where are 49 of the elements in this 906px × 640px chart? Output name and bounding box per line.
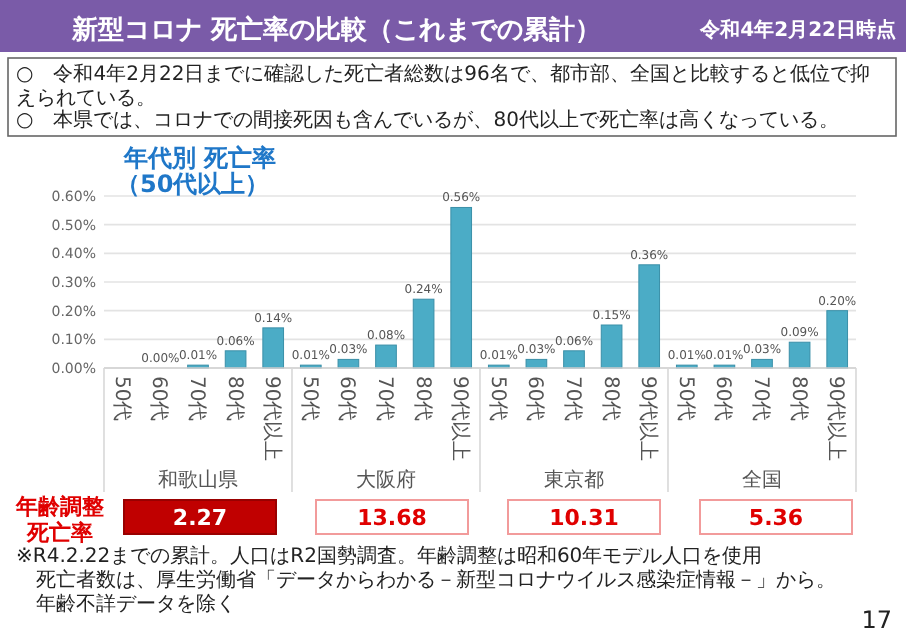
x-tick-label: 80代 xyxy=(222,376,245,422)
text: 10.31 xyxy=(549,505,619,531)
x-tick-label: 50代 xyxy=(297,376,320,422)
bar xyxy=(563,350,585,369)
text: 年代別 死亡率 xyxy=(122,144,277,172)
text: 2.27 xyxy=(172,505,228,531)
text: 17 xyxy=(861,606,892,634)
bar xyxy=(224,350,247,369)
annotation: （50代以上） xyxy=(116,170,270,198)
bar xyxy=(638,264,661,369)
text: 東京都 xyxy=(544,468,604,492)
x-tick-label: 70代 xyxy=(373,376,395,422)
text: ○ 本県では、コロナでの間接死因も含んでいるが、80代以上で死亡率は高くなっている。 xyxy=(16,110,841,133)
text: ○ 令和4年2月22日までに確認した死亡者総数は96名で、都市部、全国と比較すると低位で抑えられている。 xyxy=(16,64,872,109)
bar xyxy=(450,206,473,369)
text: 年齢調整 xyxy=(14,494,106,520)
x-tick-label: 90代以上 xyxy=(824,376,849,462)
bar xyxy=(262,327,285,369)
x-tick-label: 60代 xyxy=(147,376,170,422)
x-tick-label: 90代以上 xyxy=(260,376,285,462)
text: 13.68 xyxy=(357,505,427,531)
x-tick-label: 80代 xyxy=(598,376,621,422)
x-tick-label: 90代以上 xyxy=(636,376,661,462)
x-tick-label: 50代 xyxy=(673,376,696,422)
x-tick-label: 60代 xyxy=(523,376,546,422)
text: 5.36 xyxy=(748,505,804,531)
bar xyxy=(788,341,811,369)
text: 和歌山県 xyxy=(158,468,238,492)
x-tick-label: 70代 xyxy=(749,376,771,422)
bar xyxy=(826,310,849,369)
x-tick-label: 60代 xyxy=(711,376,734,422)
text: 大阪府 xyxy=(356,468,416,492)
text: 死亡者数は、厚生労働省「データからわかる－新型コロナウイルス感染症情報－」から。年齢不詳データを除く xyxy=(36,570,836,616)
x-tick-label: 70代 xyxy=(185,376,207,422)
text: 死亡率 xyxy=(25,520,93,546)
bar xyxy=(412,298,435,369)
x-tick-label: 60代 xyxy=(335,376,358,422)
bar xyxy=(600,324,623,369)
chart-title: 新型コロナ 死亡率の比較（これまでの累計） xyxy=(70,14,602,46)
x-tick-label: 80代 xyxy=(786,376,809,422)
text: ※R4.2.22までの累計。人口はR2国勢調査。年齢調整は昭和60年モデル人口を使用 xyxy=(16,546,765,569)
x-tick-label: 90代以上 xyxy=(448,376,473,462)
x-tick-label: 80代 xyxy=(410,376,433,422)
x-tick-label: 50代 xyxy=(485,376,508,422)
bar xyxy=(375,344,397,369)
chart-subtitle: 令和4年2月22日時点 xyxy=(698,18,896,42)
text: 全国 xyxy=(742,468,782,492)
x-tick-label: 70代 xyxy=(561,376,583,422)
x-tick-label: 50代 xyxy=(109,376,132,422)
